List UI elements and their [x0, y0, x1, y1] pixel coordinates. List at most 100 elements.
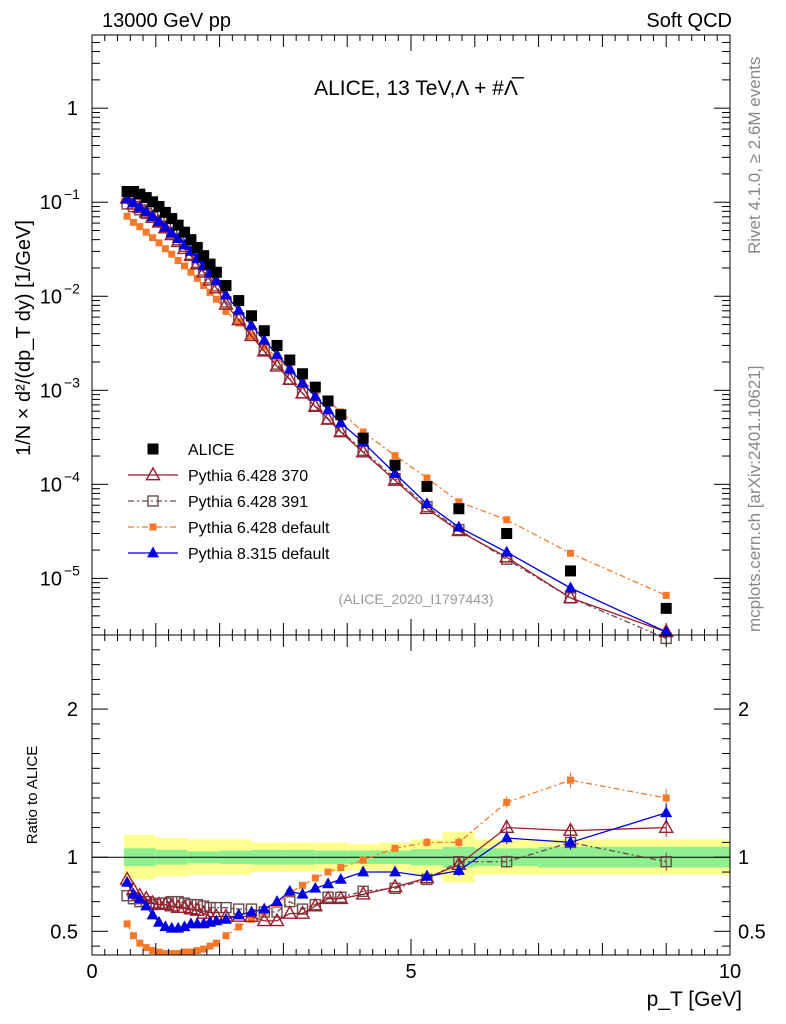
ratio-point-p8: [357, 865, 370, 877]
point-alice: [127, 186, 139, 198]
point-p370: [282, 371, 298, 385]
ratio-point-p6def: [299, 881, 307, 889]
y-tick-label: 10: [40, 380, 62, 402]
ratio-point-p6def: [193, 947, 201, 955]
legend-item-alice: ALICE: [147, 442, 234, 459]
ratio-series-p370: [119, 818, 674, 927]
ratio-point-p8: [334, 872, 347, 884]
legend-item-p391: Pythia 6.428 391: [128, 494, 308, 511]
point-alice: [185, 234, 197, 246]
ratio-point-p8: [133, 892, 146, 904]
rivet-version-label: Rivet 4.1.0, ≥ 2.6M events: [745, 57, 764, 254]
y-tick-label: 10: [40, 192, 62, 214]
point-p370: [355, 443, 371, 458]
ratio-point-p6def: [248, 915, 255, 923]
point-alice: [153, 201, 165, 213]
point-p8: [322, 403, 335, 415]
point-p370: [333, 423, 349, 438]
point-p8: [121, 192, 134, 204]
point-p6def: [161, 245, 169, 253]
ratio-y-tick-label-right: 0.5: [738, 921, 766, 943]
point-p6def: [142, 228, 150, 236]
point-alice: [166, 213, 178, 225]
y-tick-label-exponent: −3: [64, 374, 80, 390]
ratio-point-p370: [269, 912, 285, 927]
main-axis-ticks: [91, 34, 731, 635]
series-alice: [121, 186, 672, 614]
ratio-point-p391: [660, 855, 672, 868]
ratio-y-tick-label-left: 0.5: [50, 921, 78, 943]
ratio-point-p8: [258, 902, 271, 914]
y-tick-label-exponent: −2: [64, 280, 80, 296]
ratio-point-p8: [283, 884, 296, 896]
x-axis-label: p_T [GeV]: [647, 988, 742, 1011]
point-p6def: [662, 591, 670, 599]
x-tick-label: 10: [719, 961, 741, 983]
main-panel: 110−110−210−310−410−5 1/N × d²/(dp_T dy)…: [13, 34, 731, 645]
x-tick-label: 0: [86, 961, 97, 983]
point-p8: [309, 389, 322, 401]
point-alice: [210, 266, 222, 278]
point-p8: [258, 333, 271, 345]
ratio-point-p370: [333, 890, 349, 905]
point-p6def: [181, 262, 189, 270]
point-p370: [243, 327, 260, 342]
point-p8: [140, 205, 153, 217]
ratio-point-p6def: [391, 844, 399, 852]
point-p370: [218, 295, 234, 310]
ratio-point-p6def: [222, 932, 230, 940]
point-p6def: [391, 452, 399, 460]
ratio-point-p8: [309, 881, 322, 893]
series-p8: [121, 192, 673, 637]
ratio-point-p6def: [455, 838, 463, 846]
legend-label: Pythia 6.428 default: [188, 520, 330, 537]
point-alice: [204, 258, 216, 270]
point-alice: [297, 368, 309, 380]
point-p370: [202, 271, 218, 286]
ratio-point-p8: [296, 887, 309, 899]
point-p8: [564, 581, 577, 593]
ratio-point-p8: [660, 806, 673, 818]
point-p6def: [359, 428, 367, 436]
ratio-point-p370: [189, 902, 205, 916]
point-alice: [147, 196, 159, 208]
point-alice: [335, 409, 347, 421]
header-right: Soft QCD: [646, 10, 732, 32]
point-p8: [210, 274, 223, 285]
ratio-y-axis-label: Ratio to ALICE: [24, 746, 41, 844]
point-alice: [284, 354, 296, 366]
point-p370: [307, 398, 323, 413]
ratio-point-p6def: [503, 798, 511, 806]
point-p8: [219, 288, 232, 300]
y-tick-label: 10: [40, 474, 62, 496]
ratio-x-tick-labels: 0 5 10: [86, 961, 741, 983]
point-alice: [322, 395, 334, 407]
point-alice: [271, 339, 283, 351]
point-alice: [172, 219, 184, 231]
point-p370: [208, 279, 225, 294]
ratio-point-p370: [658, 819, 674, 833]
ratio-series-p8: [121, 803, 673, 933]
ratio-point-p8: [152, 915, 165, 927]
header-left: 13000 GeV pp: [102, 10, 231, 32]
y-tick-label-exponent: −1: [64, 186, 80, 202]
point-p6def: [136, 223, 144, 231]
point-p6def: [212, 295, 220, 303]
point-p8: [420, 497, 433, 509]
point-p6def: [222, 307, 230, 315]
main-frame: [91, 34, 731, 636]
point-alice: [309, 381, 321, 393]
ratio-point-p6def: [187, 948, 195, 955]
ratio-point-p8: [271, 895, 284, 906]
ratio-point-p8: [420, 870, 433, 881]
point-p6def: [503, 516, 511, 524]
legend-label: Pythia 6.428 370: [188, 468, 308, 485]
point-p6def: [235, 319, 243, 327]
ratio-point-p8: [146, 908, 159, 920]
point-p6def: [155, 239, 163, 247]
point-p370: [562, 589, 579, 604]
ratio-point-p370: [387, 878, 403, 893]
ratio-point-p6def: [129, 932, 137, 940]
point-p6def: [193, 274, 201, 282]
point-p6def: [260, 343, 268, 351]
